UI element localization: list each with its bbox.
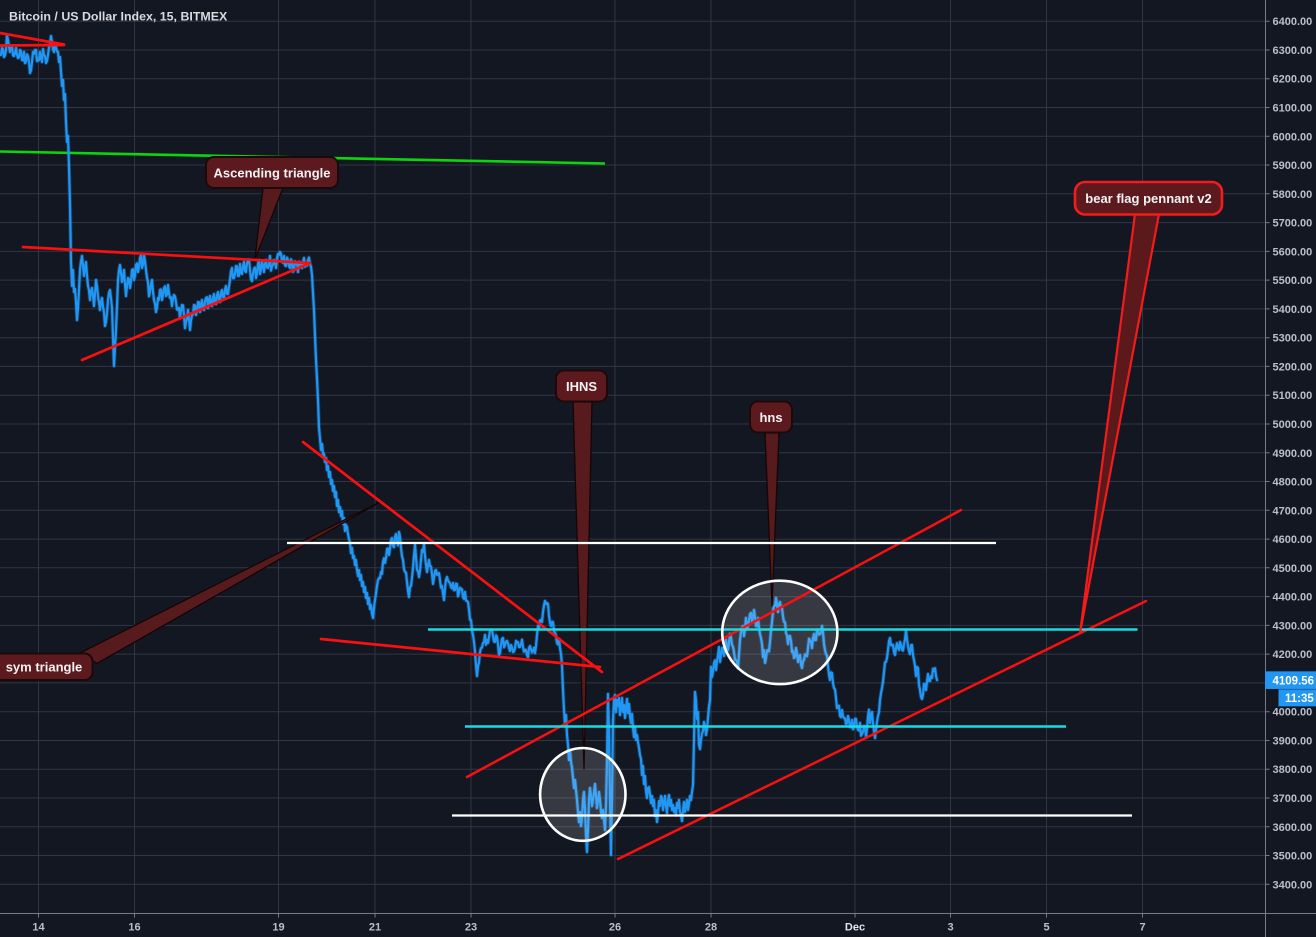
svg-text:4200.00: 4200.00	[1273, 649, 1313, 661]
svg-text:4000.00: 4000.00	[1273, 707, 1313, 719]
svg-text:4600.00: 4600.00	[1273, 534, 1313, 546]
svg-text:4109.56: 4109.56	[1273, 675, 1315, 687]
svg-text:5600.00: 5600.00	[1273, 246, 1313, 258]
svg-text:Bitcoin / US Dollar Index, 15,: Bitcoin / US Dollar Index, 15, BITMEX	[9, 10, 228, 24]
svg-text:14: 14	[32, 922, 45, 934]
svg-text:26: 26	[609, 922, 621, 934]
svg-text:4400.00: 4400.00	[1273, 592, 1313, 604]
svg-text:3: 3	[947, 922, 953, 934]
svg-text:28: 28	[705, 922, 717, 934]
svg-text:3800.00: 3800.00	[1273, 764, 1313, 776]
svg-text:23: 23	[465, 922, 477, 934]
svg-text:4800.00: 4800.00	[1273, 477, 1313, 489]
svg-text:3500.00: 3500.00	[1273, 851, 1313, 863]
svg-text:Dec: Dec	[845, 922, 865, 934]
svg-text:3600.00: 3600.00	[1273, 822, 1313, 834]
svg-text:6000.00: 6000.00	[1273, 131, 1313, 143]
svg-text:3900.00: 3900.00	[1273, 736, 1313, 748]
svg-text:5800.00: 5800.00	[1273, 189, 1313, 201]
svg-text:IHNS: IHNS	[566, 379, 597, 394]
svg-text:4900.00: 4900.00	[1273, 448, 1313, 460]
svg-text:5700.00: 5700.00	[1273, 218, 1313, 230]
svg-text:16: 16	[128, 922, 140, 934]
svg-text:Ascending triangle: Ascending triangle	[213, 166, 330, 181]
svg-text:5900.00: 5900.00	[1273, 160, 1313, 172]
svg-text:6300.00: 6300.00	[1273, 45, 1313, 57]
svg-text:5300.00: 5300.00	[1273, 333, 1313, 345]
svg-text:hns: hns	[759, 410, 782, 425]
svg-text:3700.00: 3700.00	[1273, 793, 1313, 805]
svg-text:5000.00: 5000.00	[1273, 419, 1313, 431]
svg-text:11:35: 11:35	[1285, 693, 1314, 705]
svg-text:5: 5	[1043, 922, 1049, 934]
svg-text:6100.00: 6100.00	[1273, 103, 1313, 115]
svg-text:3400.00: 3400.00	[1273, 879, 1313, 891]
svg-text:19: 19	[272, 922, 284, 934]
svg-text:sym triangle: sym triangle	[6, 660, 83, 675]
svg-text:bear flag pennant v2: bear flag pennant v2	[1085, 191, 1211, 206]
svg-text:5100.00: 5100.00	[1273, 390, 1313, 402]
svg-text:5400.00: 5400.00	[1273, 304, 1313, 316]
svg-text:7: 7	[1139, 922, 1145, 934]
svg-text:21: 21	[369, 922, 381, 934]
svg-text:5200.00: 5200.00	[1273, 361, 1313, 373]
svg-text:4700.00: 4700.00	[1273, 505, 1313, 517]
svg-text:4500.00: 4500.00	[1273, 563, 1313, 575]
svg-text:6400.00: 6400.00	[1273, 16, 1313, 28]
svg-text:5500.00: 5500.00	[1273, 275, 1313, 287]
svg-text:4300.00: 4300.00	[1273, 620, 1313, 632]
svg-text:6200.00: 6200.00	[1273, 74, 1313, 86]
